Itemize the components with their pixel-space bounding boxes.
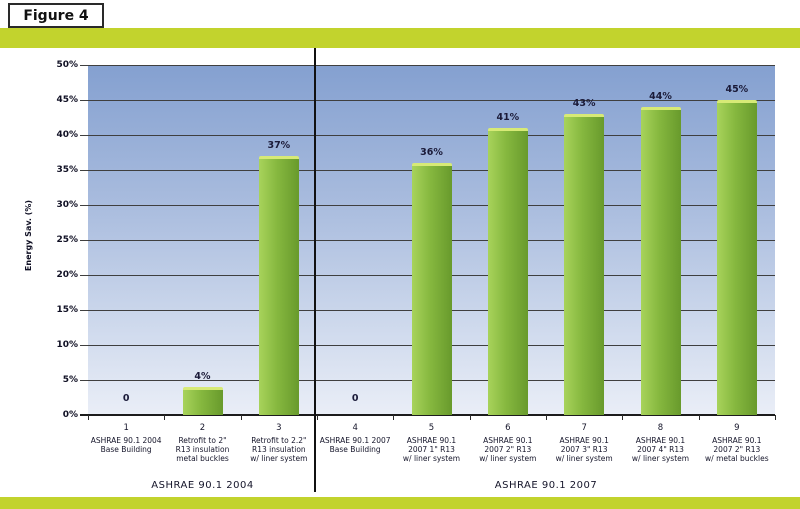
y-tick-label: 15% — [56, 305, 78, 315]
category-label: 6 ASHRAE 90.1 2007 2" R13 w/ liner system — [470, 423, 546, 463]
category-number: 6 — [505, 423, 511, 433]
category-label-line: Retrofit to 2" — [178, 436, 227, 445]
category-label-line: 2007 4" R13 — [637, 445, 684, 454]
bar-value-label: 37% — [267, 140, 291, 151]
category-number: 9 — [734, 423, 740, 433]
x-axis-tick — [393, 415, 395, 420]
bar-value-label: 44% — [649, 91, 672, 102]
bar-value-label: 36% — [420, 147, 443, 158]
x-axis-tick — [546, 415, 547, 420]
bar — [564, 114, 605, 415]
bar — [411, 163, 452, 415]
bar — [182, 387, 223, 415]
category-label-line: metal buckles — [176, 454, 229, 463]
section-label: ASHRAE 90.1 2007 — [494, 480, 598, 491]
category-label: 8 ASHRAE 90.1 2007 4" R13 w/ liner system — [623, 423, 699, 463]
x-axis-tick — [469, 415, 471, 420]
bar — [716, 100, 757, 415]
category-label-line: Base Building — [100, 445, 152, 454]
bar-value-label: 45% — [725, 84, 749, 95]
x-axis-tick — [622, 415, 624, 420]
category-label: 2 Retrofit to 2" R13 insulation metal buckl… — [165, 423, 241, 463]
category-label-line: w/ liner system — [250, 454, 308, 463]
category-label-line: 2007 3" R13 — [560, 445, 608, 454]
category-label: 4 ASHRAE 90.1 2007 Base Building — [317, 423, 393, 454]
category-label-line: w/ liner system — [479, 454, 537, 463]
category-label-line: w/ liner system — [555, 454, 613, 463]
grid-line — [80, 100, 775, 101]
bar — [640, 107, 681, 415]
top-green-band — [0, 28, 800, 48]
category-label-line: w/ metal buckles — [705, 454, 769, 463]
category-label-line: ASHRAE 90.1 2004 — [90, 436, 162, 445]
y-axis-title-text: Energy Sav. (%) — [24, 199, 34, 271]
category-label-line: Base Building — [329, 445, 381, 454]
x-axis-tick — [88, 415, 89, 420]
category-label: 3 Retrofit to 2.2" R13 insulation w/ liner … — [241, 423, 317, 463]
y-tick-label: 40% — [56, 130, 78, 140]
category-number: 4 — [352, 423, 358, 433]
bar-value-label: 4% — [194, 371, 211, 382]
category-label-line: ASHRAE 90.1 — [406, 436, 457, 445]
grid-line — [80, 135, 775, 136]
y-axis-title: Energy Sav. (%) — [22, 155, 36, 315]
figure-caption-box: Figure 4 — [8, 3, 104, 28]
y-tick-label: 20% — [56, 270, 78, 280]
category-label-line: 2007 1" R13 — [408, 445, 455, 454]
x-axis-tick — [317, 415, 318, 420]
category-number: 2 — [199, 423, 206, 433]
category-label-line: ASHRAE 90.1 — [483, 436, 533, 445]
category-label-line: w/ liner system — [402, 454, 461, 463]
y-tick-label: 25% — [56, 235, 78, 245]
x-axis-tick — [240, 415, 242, 420]
category-number: 7 — [581, 423, 587, 433]
y-tick-label: 30% — [56, 200, 78, 210]
x-axis-line — [80, 414, 775, 416]
category-label-line: ASHRAE 90.1 — [635, 436, 686, 445]
category-number: 5 — [428, 423, 435, 433]
bar — [258, 156, 299, 415]
x-axis-tick — [164, 415, 166, 420]
category-label-line: 2007 2" R13 — [484, 445, 532, 454]
category-label-line: Retrofit to 2.2" — [251, 436, 307, 445]
bar — [487, 128, 528, 415]
category-number: 8 — [657, 423, 664, 433]
y-tick-label: 45% — [56, 95, 78, 105]
category-label-line: R13 insulation — [251, 445, 306, 454]
x-axis-tick — [775, 415, 776, 420]
bar-value-label: 43% — [572, 98, 596, 109]
grid-line — [80, 65, 775, 66]
figure-label: Figure 4 — [23, 7, 89, 24]
y-tick-label: 5% — [62, 375, 78, 385]
section-label: ASHRAE 90.1 2004 — [151, 480, 254, 491]
category-label-line: R13 insulation — [175, 445, 230, 454]
category-label-line: ASHRAE 90.1 — [712, 436, 762, 445]
y-tick-label: 0% — [62, 410, 78, 420]
category-label-line: 2007 2" R13 — [713, 445, 761, 454]
category-label: 1 ASHRAE 90.1 2004 Base Building — [88, 423, 164, 454]
bottom-green-band — [0, 497, 800, 509]
category-label-line: w/ liner system — [631, 454, 690, 463]
category-number: 3 — [276, 423, 282, 433]
category-label-line: ASHRAE 90.1 — [559, 436, 609, 445]
x-axis-tick — [698, 415, 700, 420]
category-label: 7 ASHRAE 90.1 2007 3" R13 w/ liner system — [546, 423, 622, 463]
bar-value-label: 0 — [122, 393, 130, 404]
section-divider-line — [314, 48, 316, 492]
y-tick-label: 10% — [56, 340, 78, 350]
bar-value-label: 0 — [351, 393, 359, 404]
category-label-line: ASHRAE 90.1 2007 — [319, 436, 391, 445]
y-tick-label: 35% — [56, 165, 78, 175]
bar-value-label: 41% — [496, 112, 520, 123]
category-number: 1 — [123, 423, 129, 433]
category-label: 9 ASHRAE 90.1 2007 2" R13 w/ metal buckles — [699, 423, 775, 463]
category-label: 5 ASHRAE 90.1 2007 1" R13 w/ liner system — [394, 423, 470, 463]
y-tick-label: 50% — [56, 60, 78, 70]
